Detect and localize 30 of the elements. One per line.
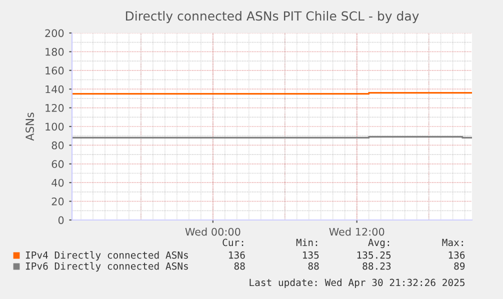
y-tick-label: 160 (46, 66, 64, 75)
x-tick-label: Wed 12:00 (329, 228, 384, 236)
x-tick-label: Wed 00:00 (185, 228, 240, 236)
text: Last update: Wed Apr 30 21:32:26 2025 (250, 278, 465, 288)
text: 88 (234, 262, 245, 270)
text: 88.23 (362, 262, 391, 270)
y-tick-label: 60 (52, 160, 64, 168)
legend-label: IPv6 Directly connected ASNs (26, 262, 188, 272)
y-axis-title: ASNs (26, 112, 34, 141)
text: 136 (448, 251, 465, 259)
legend-label: IPv4 Directly connected ASNs (26, 251, 188, 261)
text: 135 (303, 251, 319, 259)
y-tick-label: 0 (58, 216, 64, 224)
text: 88 (308, 262, 319, 270)
chart-title: Directly connected ASNs PIT Chile SCL - by day (126, 11, 419, 24)
text: 89 (454, 262, 465, 270)
text: 136 (229, 251, 245, 259)
y-tick-label: 120 (46, 104, 64, 112)
text: Avg: (368, 238, 389, 248)
y-tick-label: 180 (46, 48, 64, 56)
y-tick-label: 20 (52, 198, 64, 206)
text: Max: (442, 238, 463, 246)
text: Min: (296, 238, 318, 246)
text: Cur: (222, 238, 244, 246)
y-tick-label: 100 (46, 122, 64, 131)
y-tick-label: 40 (52, 178, 64, 187)
y-tick-label: 80 (52, 141, 64, 150)
text: 135.25 (357, 251, 391, 259)
y-tick-label: 200 (45, 29, 64, 38)
y-tick-label: 140 (46, 85, 64, 94)
